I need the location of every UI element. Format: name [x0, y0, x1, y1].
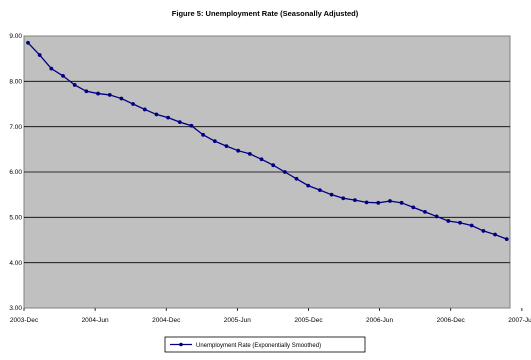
- data-point: [306, 183, 311, 188]
- y-tick-label: 7.00: [9, 124, 22, 131]
- legend-label: Unemployment Rate (Exponentially Smoothe…: [196, 343, 321, 349]
- data-point: [212, 139, 217, 144]
- data-point: [458, 220, 462, 225]
- data-point: [399, 200, 404, 205]
- data-point: [107, 93, 112, 97]
- data-point: [423, 209, 427, 214]
- x-tick-label: 2005-Dec: [294, 317, 323, 324]
- data-point: [49, 66, 54, 71]
- data-point: [446, 219, 451, 223]
- data-point: [282, 170, 287, 174]
- data-point: [72, 83, 77, 87]
- data-point: [411, 205, 416, 210]
- data-point: [61, 73, 65, 78]
- x-tick-label: 2006-Dec: [437, 317, 466, 324]
- data-point: [236, 148, 241, 153]
- y-tick-label: 3.00: [9, 305, 22, 312]
- data-point: [96, 91, 100, 96]
- data-point: [37, 53, 42, 57]
- data-point: [177, 120, 182, 125]
- x-tick-label: 2007-Jun: [508, 317, 531, 324]
- data-point: [493, 232, 497, 237]
- data-point: [166, 115, 171, 120]
- x-tick-label: 2004-Dec: [152, 317, 181, 324]
- data-point: [364, 200, 369, 205]
- data-point: [247, 151, 252, 156]
- data-point: [201, 132, 206, 137]
- series-unemployment-rate: [26, 40, 509, 241]
- data-point: [259, 157, 264, 162]
- chart-title: Figure 5: Unemployment Rate (Seasonally …: [172, 9, 359, 18]
- x-tick-label: 2005-Jun: [224, 317, 251, 324]
- data-point: [131, 102, 135, 106]
- data-point: [26, 40, 30, 45]
- data-point: [329, 192, 334, 197]
- data-point: [189, 123, 194, 128]
- data-point: [271, 163, 276, 168]
- data-point: [481, 229, 486, 233]
- data-point: [294, 176, 299, 181]
- y-tick-label: 5.00: [9, 215, 22, 222]
- data-point: [224, 144, 229, 149]
- x-tick-label: 2006-Jun: [366, 317, 393, 324]
- data-point: [434, 214, 439, 219]
- data-point: [353, 198, 357, 203]
- x-tick-label: 2004-Jun: [82, 317, 109, 324]
- y-tick-label: 8.00: [9, 79, 22, 86]
- data-point: [341, 196, 346, 201]
- x-tick-label: 2003-Dec: [10, 317, 39, 324]
- data-point: [84, 89, 89, 94]
- y-tick-label: 6.00: [9, 169, 22, 176]
- y-tick-label: 4.00: [9, 260, 22, 267]
- y-tick-label: 9.00: [9, 33, 22, 40]
- data-point: [388, 199, 392, 203]
- legend-box: [164, 336, 366, 353]
- data-point: [154, 112, 159, 117]
- legend: Unemployment Rate (Exponentially Smoothe…: [164, 336, 366, 353]
- gridlines: [24, 80, 510, 264]
- data-point: [142, 107, 147, 112]
- legend-dot-marker: [179, 342, 183, 347]
- series-line: [27, 42, 507, 240]
- data-point: [376, 200, 381, 205]
- x-axis: 2003-Dec 2004-Jun 2004-Dec 2005-Jun 2005-Dec…: [10, 308, 531, 324]
- y-axis: 3.00 4.00 5.00 6.00 7.00 8.00 9.00: [9, 33, 22, 312]
- data-point: [317, 188, 322, 193]
- data-point: [119, 96, 124, 101]
- data-point: [469, 223, 474, 228]
- data-point: [504, 237, 509, 241]
